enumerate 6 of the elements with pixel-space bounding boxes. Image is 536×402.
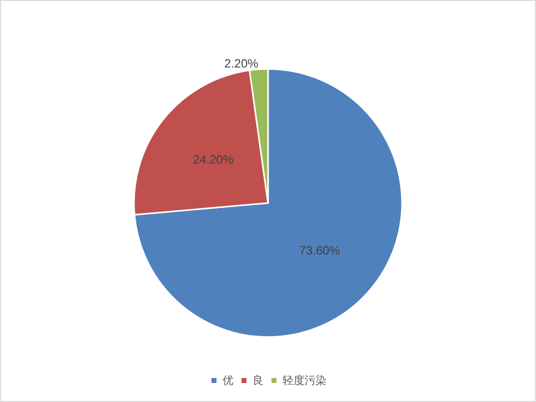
- data-label: 2.20%: [224, 56, 259, 70]
- data-label: 24.20%: [192, 152, 234, 166]
- legend-label: 优: [222, 374, 234, 387]
- legend-label: 轻度污染: [282, 374, 326, 387]
- data-label: 73.60%: [299, 243, 340, 258]
- legend-label: 良: [252, 374, 264, 387]
